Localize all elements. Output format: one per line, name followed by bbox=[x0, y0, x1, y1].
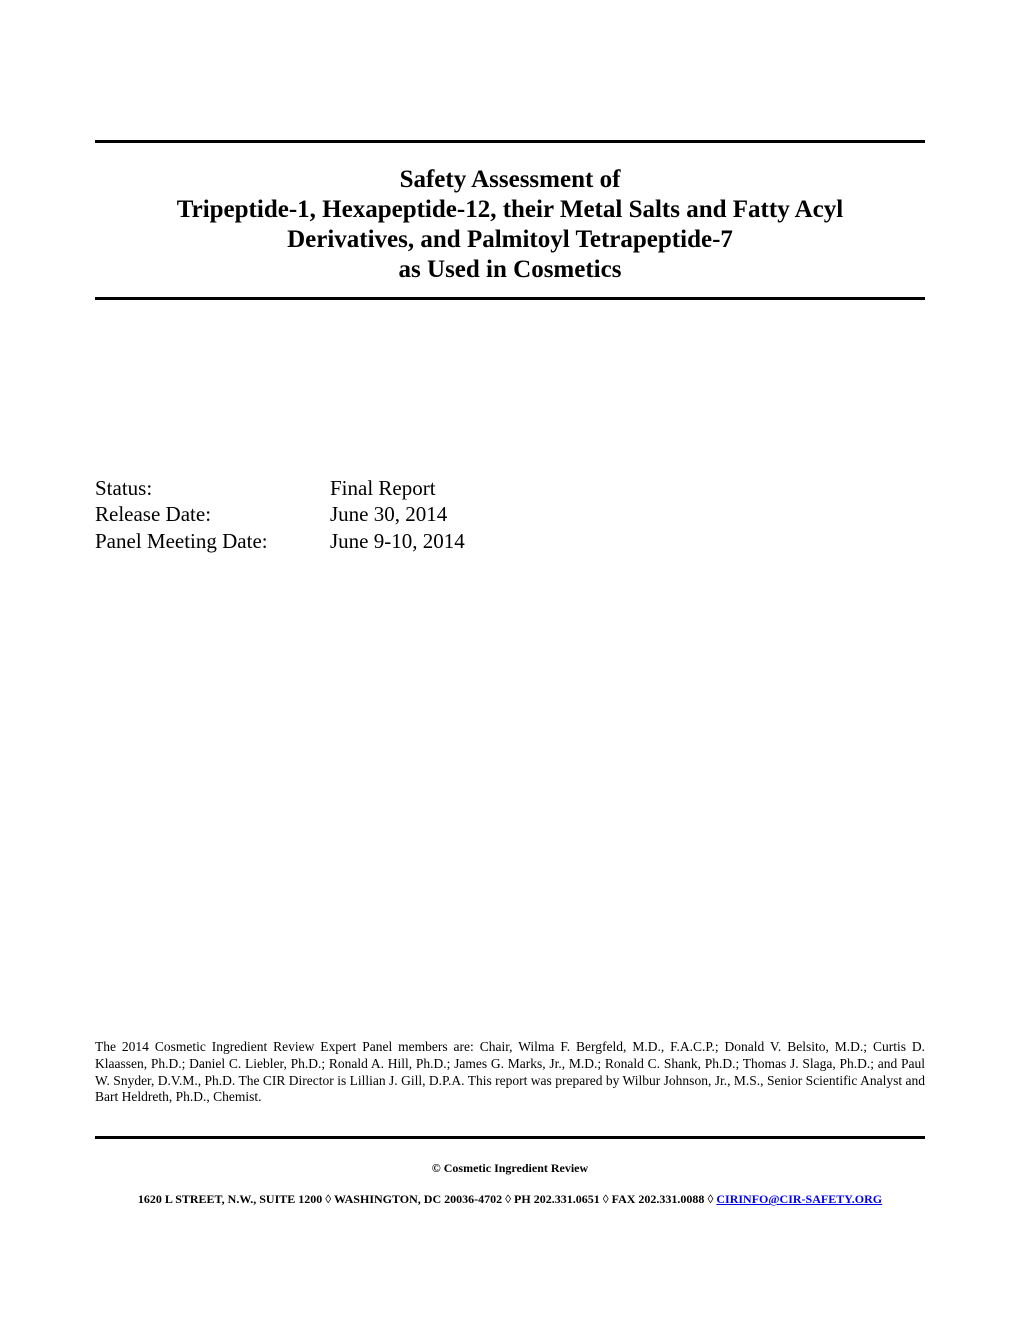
panel-meeting-value: June 9-10, 2014 bbox=[330, 528, 465, 554]
top-horizontal-rule bbox=[95, 140, 925, 143]
panel-meeting-row: Panel Meeting Date: June 9-10, 2014 bbox=[95, 528, 925, 554]
bottom-horizontal-rule bbox=[95, 1136, 925, 1139]
copyright-line: © Cosmetic Ingredient Review bbox=[95, 1161, 925, 1176]
release-date-label: Release Date: bbox=[95, 501, 330, 527]
panel-credit-paragraph: The 2014 Cosmetic Ingredient Review Expe… bbox=[95, 1039, 925, 1107]
address-part-4: FAX 202.331.0088 bbox=[609, 1192, 708, 1206]
release-date-row: Release Date: June 30, 2014 bbox=[95, 501, 925, 527]
metadata-block: Status: Final Report Release Date: June … bbox=[95, 475, 925, 554]
address-part-1: 1620 L STREET, N.W., SUITE 1200 bbox=[138, 1192, 325, 1206]
title-line-3: Derivatives, and Palmitoyl Tetrapeptide-… bbox=[95, 225, 925, 255]
title-line-1: Safety Assessment of bbox=[95, 165, 925, 195]
address-part-3: PH 202.331.0651 bbox=[511, 1192, 603, 1206]
document-title: Safety Assessment of Tripeptide-1, Hexap… bbox=[95, 165, 925, 285]
title-line-2: Tripeptide-1, Hexapeptide-12, their Meta… bbox=[95, 195, 925, 225]
title-horizontal-rule bbox=[95, 297, 925, 300]
panel-meeting-label: Panel Meeting Date: bbox=[95, 528, 330, 554]
status-label: Status: bbox=[95, 475, 330, 501]
title-line-4: as Used in Cosmetics bbox=[95, 255, 925, 285]
address-line: 1620 L STREET, N.W., SUITE 1200 ◊ WASHIN… bbox=[95, 1192, 925, 1207]
release-date-value: June 30, 2014 bbox=[330, 501, 447, 527]
status-row: Status: Final Report bbox=[95, 475, 925, 501]
address-part-2: WASHINGTON, DC 20036-4702 bbox=[331, 1192, 505, 1206]
email-link[interactable]: CIRINFO@CIR-SAFETY.ORG bbox=[716, 1192, 882, 1206]
status-value: Final Report bbox=[330, 475, 436, 501]
